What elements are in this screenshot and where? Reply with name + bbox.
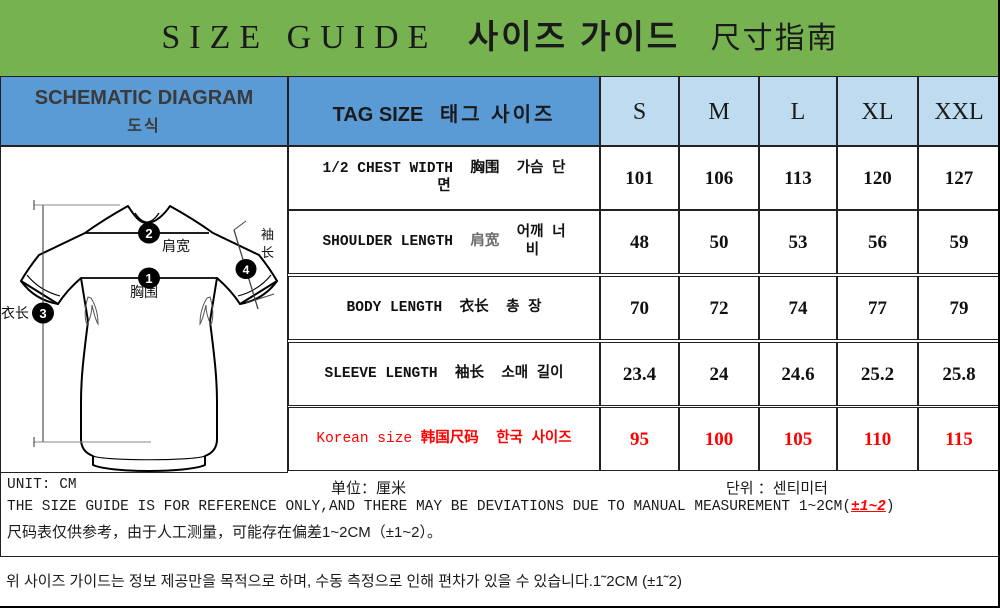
svg-text:3: 3 [39,306,46,321]
svg-text:2: 2 [145,226,152,241]
svg-text:袖: 袖 [261,227,274,242]
svg-text:4: 4 [243,263,250,277]
svg-text:胸围: 胸围 [130,284,158,300]
svg-text:衣长: 衣长 [1,305,29,321]
svg-text:肩宽: 肩宽 [162,238,190,254]
svg-text:长: 长 [261,245,274,260]
